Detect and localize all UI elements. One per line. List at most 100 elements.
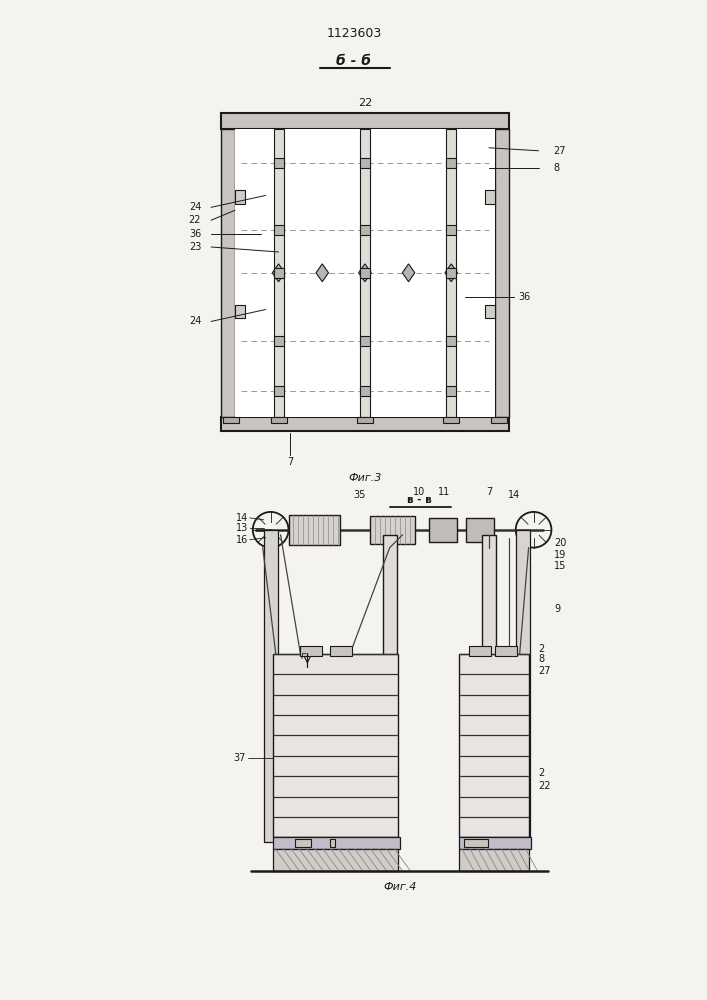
Bar xyxy=(459,837,530,849)
Bar xyxy=(330,646,352,656)
Bar xyxy=(274,158,284,168)
Text: 23: 23 xyxy=(189,242,201,252)
Text: 22: 22 xyxy=(189,215,201,225)
Bar xyxy=(382,535,397,847)
Bar xyxy=(223,417,239,423)
Bar xyxy=(370,516,414,544)
Bar xyxy=(446,386,456,396)
Polygon shape xyxy=(402,264,415,282)
Bar xyxy=(360,129,370,417)
Bar xyxy=(485,190,495,204)
Bar xyxy=(459,715,529,729)
Text: Фиг.3: Фиг.3 xyxy=(349,473,382,483)
Bar xyxy=(296,839,311,847)
Bar xyxy=(482,535,496,847)
Text: 8: 8 xyxy=(539,654,544,664)
Bar xyxy=(459,797,529,811)
Bar xyxy=(360,268,370,278)
Bar xyxy=(360,158,370,168)
Bar xyxy=(273,849,397,871)
Text: 22: 22 xyxy=(358,98,372,108)
Text: 7: 7 xyxy=(287,457,293,467)
Bar xyxy=(446,225,456,235)
Bar xyxy=(459,849,529,871)
Bar xyxy=(221,129,235,417)
Bar xyxy=(273,695,397,709)
Bar xyxy=(443,417,459,423)
Bar xyxy=(274,268,284,278)
Text: 36: 36 xyxy=(189,229,201,239)
Text: в - в: в - в xyxy=(407,495,432,505)
Text: 19: 19 xyxy=(554,550,566,560)
Bar xyxy=(273,715,397,729)
Bar xyxy=(273,654,397,837)
Bar xyxy=(446,336,456,346)
Text: 14: 14 xyxy=(508,490,520,500)
Bar xyxy=(495,129,509,417)
Bar xyxy=(360,268,370,278)
Bar xyxy=(491,417,507,423)
Text: 35: 35 xyxy=(354,490,366,500)
Bar xyxy=(459,776,529,790)
Bar xyxy=(273,837,399,849)
Bar xyxy=(235,305,245,318)
Text: 14: 14 xyxy=(235,513,248,523)
Text: 9: 9 xyxy=(554,604,561,614)
Bar xyxy=(429,518,457,542)
Bar xyxy=(446,268,456,278)
Polygon shape xyxy=(316,264,329,282)
Bar xyxy=(469,646,491,656)
Bar xyxy=(235,129,495,417)
Bar xyxy=(446,129,456,417)
Bar xyxy=(273,735,397,750)
Bar xyxy=(300,646,322,656)
Bar xyxy=(459,695,529,709)
Text: б - б: б - б xyxy=(337,54,371,68)
Bar xyxy=(466,518,494,542)
Bar xyxy=(357,417,373,423)
Text: 13: 13 xyxy=(235,523,248,533)
Bar xyxy=(273,654,397,668)
Bar xyxy=(273,797,397,811)
Bar xyxy=(271,417,286,423)
Bar xyxy=(360,225,370,235)
Bar xyxy=(288,515,340,545)
Text: 27: 27 xyxy=(539,666,551,676)
Text: 11: 11 xyxy=(438,487,450,497)
Bar xyxy=(459,735,529,750)
Bar xyxy=(459,756,529,770)
Bar xyxy=(274,129,284,417)
Bar xyxy=(459,654,529,668)
Bar xyxy=(485,305,495,318)
Polygon shape xyxy=(272,264,285,282)
Text: г: г xyxy=(300,651,305,661)
Text: 2: 2 xyxy=(539,644,545,654)
Bar xyxy=(274,225,284,235)
Text: 7: 7 xyxy=(486,487,492,497)
Bar xyxy=(221,417,509,431)
Text: 24: 24 xyxy=(189,316,201,326)
Text: 24: 24 xyxy=(189,202,201,212)
Bar xyxy=(495,646,517,656)
Text: 27: 27 xyxy=(554,146,566,156)
Bar xyxy=(274,336,284,346)
Text: 36: 36 xyxy=(519,292,531,302)
Bar xyxy=(274,268,284,278)
Bar xyxy=(446,158,456,168)
Text: 22: 22 xyxy=(539,781,551,791)
Bar xyxy=(459,654,529,837)
Text: Фиг.4: Фиг.4 xyxy=(383,882,416,892)
Polygon shape xyxy=(358,264,371,282)
Text: 16: 16 xyxy=(235,535,248,545)
Text: 15: 15 xyxy=(554,561,567,571)
Bar xyxy=(221,113,509,129)
Bar xyxy=(446,268,456,278)
Bar xyxy=(515,530,530,842)
Polygon shape xyxy=(445,264,457,282)
Bar xyxy=(360,386,370,396)
Bar xyxy=(459,817,529,831)
Text: 1123603: 1123603 xyxy=(327,27,382,40)
Bar xyxy=(360,336,370,346)
Bar xyxy=(330,839,335,847)
Bar xyxy=(459,674,529,688)
